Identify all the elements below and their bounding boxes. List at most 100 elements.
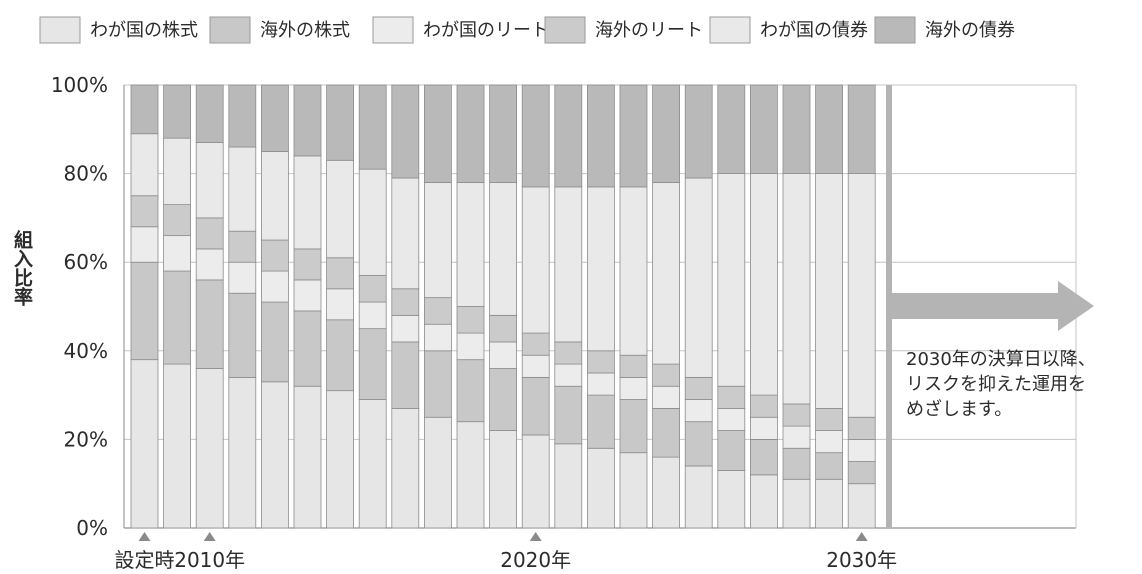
bar-segment	[293, 248, 322, 281]
bar-segment	[554, 443, 583, 529]
x-tick-label: 設定時	[115, 548, 175, 572]
bar-segment	[456, 332, 485, 361]
bar-segment	[652, 385, 680, 409]
y-tick-label: 20%	[64, 427, 108, 451]
bar-segment	[163, 235, 192, 272]
bar-segment	[750, 438, 778, 476]
bar-segment	[260, 239, 289, 272]
annotation-line: リスクを抑えた運用を	[906, 374, 1086, 395]
bar-segment	[456, 306, 485, 334]
y-tick-label: 80%	[64, 162, 108, 186]
bar-segment	[195, 142, 224, 219]
bar-segment	[456, 182, 485, 307]
bar-segment	[554, 341, 583, 365]
bar-segment	[717, 407, 746, 431]
bar-segment	[815, 478, 843, 529]
bar-segment	[815, 430, 843, 454]
bar-segment	[391, 341, 420, 409]
bar-segment	[587, 84, 615, 188]
axes: 0% 20% 40% 60% 80% 100% 設定時 2010年 2020年 2030年 組入比率	[11, 73, 1077, 572]
bar-segment	[326, 288, 355, 321]
bar-segment	[717, 385, 746, 409]
legend-label: 海外の株式	[260, 20, 350, 41]
bar-segment	[423, 350, 452, 418]
bar-segment	[228, 292, 257, 378]
bar-segment	[358, 301, 387, 330]
legend-swatch	[209, 16, 251, 44]
bar-segment	[423, 416, 452, 529]
bar-segment	[293, 310, 322, 387]
bar-segment	[358, 168, 387, 276]
bar-segment	[684, 465, 713, 529]
bar-segment	[652, 363, 680, 387]
y-tick-label: 0%	[76, 516, 108, 540]
bar-segment	[130, 84, 159, 135]
bar-segment	[554, 385, 583, 445]
bar-segment	[619, 354, 648, 378]
bar-segment	[130, 226, 159, 263]
bar-segment	[587, 372, 615, 396]
bar-segment	[750, 394, 778, 418]
bar-segment	[391, 314, 420, 343]
bar-segment	[228, 146, 257, 232]
bar-segment	[717, 173, 746, 387]
annotation-line: 2030年の決算日以降、	[906, 349, 1096, 370]
bar-segment	[717, 430, 746, 471]
bar-segment	[521, 84, 550, 188]
bar-segment	[847, 438, 876, 462]
y-tick-label: 60%	[64, 250, 108, 274]
bar-segment	[293, 385, 322, 529]
bar-segment	[228, 230, 257, 263]
x-tick-marker-icon	[138, 532, 151, 541]
legend-swatch	[709, 16, 751, 44]
legend: わが国の株式 海外の株式 わが国のリート 海外のリート わが国の債券 海外の債券	[39, 16, 1015, 44]
x-tick-label: 2010年	[174, 548, 245, 572]
bar-segment	[750, 84, 778, 174]
bar-segment	[260, 84, 289, 152]
bar-segment	[326, 159, 355, 259]
bar-segment	[750, 416, 778, 440]
legend-label: わが国の株式	[90, 20, 198, 41]
right-arrow-icon	[892, 281, 1094, 331]
bar-segment	[163, 270, 192, 365]
bar-segment	[228, 261, 257, 294]
bar-segment	[489, 84, 518, 183]
bar-segment	[391, 288, 420, 316]
bar-segment	[619, 452, 648, 529]
bar-segment	[391, 84, 420, 179]
bar-segment	[684, 84, 713, 179]
bar-segment	[847, 173, 876, 418]
bar-segment	[587, 394, 615, 449]
bar-segment	[489, 182, 518, 316]
bar-segment	[782, 447, 811, 480]
bar-segment	[423, 84, 452, 183]
bar-segment	[163, 363, 192, 529]
y-axis-label: 組入比率	[11, 229, 33, 307]
y-tick-label: 40%	[64, 339, 108, 363]
bar-segment	[587, 186, 615, 352]
bar-segment	[619, 376, 648, 400]
bar-segment	[684, 376, 713, 400]
bar-segment	[554, 363, 583, 387]
bar-segment	[326, 257, 355, 290]
bar-segment	[717, 84, 746, 174]
bar-segment	[652, 407, 680, 458]
bar-segment	[228, 376, 257, 529]
bar-segment	[358, 275, 387, 303]
bar-segment	[260, 301, 289, 383]
bar-segment	[293, 84, 322, 157]
x-tick-label: 2020年	[500, 548, 571, 572]
bar-segment	[652, 84, 680, 183]
bar-segment	[619, 84, 648, 188]
bar-segment	[489, 430, 518, 529]
bar-segment	[521, 376, 550, 436]
bar-segment	[847, 84, 876, 174]
x-tick-marker-icon	[529, 532, 542, 541]
bar-segment	[782, 173, 811, 405]
bar-segment	[195, 217, 224, 250]
bar-segment	[195, 279, 224, 369]
y-tick-label: 100%	[51, 73, 108, 97]
bar-segment	[782, 403, 811, 427]
bar-segment	[163, 137, 192, 206]
bar-segment	[521, 186, 550, 334]
